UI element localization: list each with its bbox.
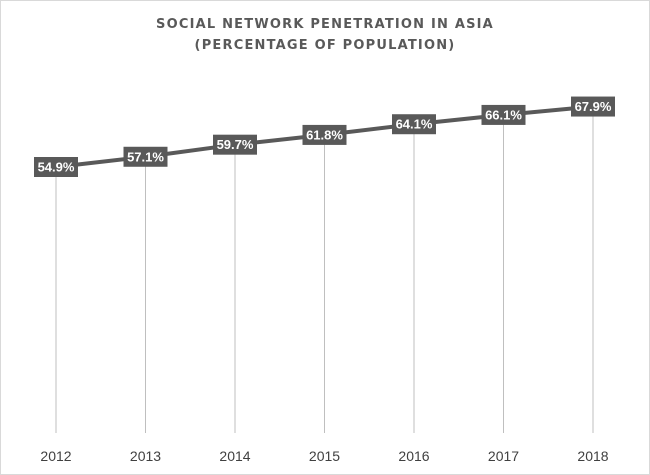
- data-label-2014: 59.7%: [213, 134, 257, 155]
- data-label-text: 57.1%: [127, 149, 164, 164]
- data-label-text: 54.9%: [38, 160, 75, 175]
- data-label-2012: 54.9%: [34, 157, 78, 177]
- x-axis-tick-labels: 2012 2013 2014 2015 2016 2017 2018: [40, 448, 608, 464]
- data-label-box: [123, 146, 168, 167]
- chart-title-line-2: (PERCENTAGE OF POPULATION): [194, 38, 456, 53]
- data-label-box: [213, 134, 257, 155]
- data-label-box: [571, 96, 615, 117]
- drop-lines: [55, 106, 594, 433]
- data-label-2013: 57.1%: [123, 146, 168, 167]
- x-tick-label-2014: 2014: [219, 448, 250, 464]
- data-label-box: [481, 104, 526, 125]
- x-tick-label-2016: 2016: [398, 448, 429, 464]
- data-label-2016: 64.1%: [392, 114, 436, 135]
- x-tick-label-2018: 2018: [577, 448, 608, 464]
- x-tick-label-2012: 2012: [40, 448, 71, 464]
- data-label-box: [392, 114, 436, 135]
- data-label-box: [302, 124, 347, 145]
- chart-title-line-1: SOCIAL NETWORK PENETRATION IN ASIA: [156, 17, 494, 32]
- data-label-text: 66.1%: [485, 107, 522, 122]
- data-label-text: 59.7%: [217, 137, 254, 152]
- data-label-text: 67.9%: [575, 99, 612, 114]
- data-label-text: 64.1%: [396, 117, 433, 132]
- data-label-2017: 66.1%: [481, 104, 526, 125]
- x-tick-label-2013: 2013: [130, 448, 161, 464]
- chart-title: SOCIAL NETWORK PENETRATION IN ASIA (PERC…: [0, 14, 650, 56]
- x-tick-label-2015: 2015: [309, 448, 340, 464]
- data-label-2015: 61.8%: [302, 124, 347, 145]
- data-label-text: 61.8%: [306, 127, 343, 142]
- data-label-box: [34, 157, 78, 177]
- data-label-2018: 67.9%: [571, 96, 615, 117]
- x-tick-label-2017: 2017: [488, 448, 519, 464]
- data-labels: 54.9% 57.1% 59.7% 61.8% 64.1% 66.1% 67.9%: [34, 96, 615, 177]
